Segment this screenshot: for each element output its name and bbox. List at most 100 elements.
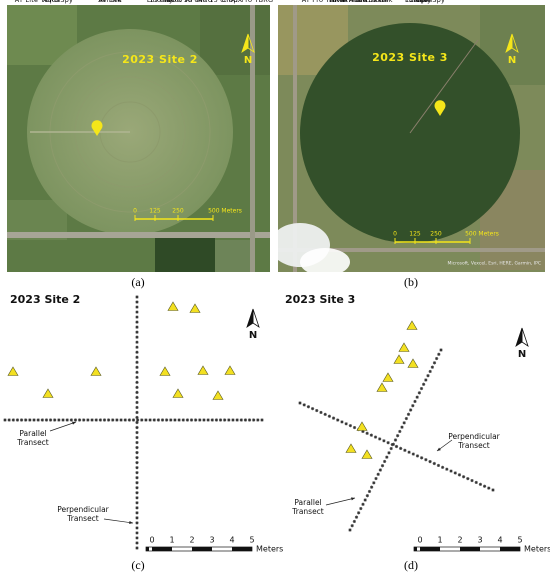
satellite-image-b	[278, 5, 545, 272]
label-line: Perpendicular	[57, 505, 109, 514]
label-line: Parallel	[294, 498, 321, 507]
north-arrow	[515, 327, 523, 347]
scale-label: 0	[149, 536, 154, 545]
label-line: MRG	[197, 0, 213, 4]
scale-label: 5	[249, 536, 254, 545]
north-arrow	[511, 33, 519, 53]
arrow	[103, 518, 134, 524]
sensor-marker	[382, 372, 394, 382]
label-line: AT Lite TBRG	[15, 0, 59, 4]
label-line: Transect	[66, 514, 99, 523]
north-label: N	[244, 55, 252, 66]
site-title: 2023 Site 2	[122, 53, 198, 66]
sensor-marker	[189, 303, 201, 313]
north-label: N	[508, 55, 516, 66]
label-line: Transect	[291, 507, 324, 516]
site-title: 2023 Site 3	[285, 293, 355, 306]
arrow	[49, 421, 77, 432]
label-line: TBRG	[163, 0, 183, 4]
sensor-marker	[197, 365, 209, 375]
sensor-marker	[345, 443, 357, 453]
label-line: Transect	[457, 441, 490, 450]
label-line: Sentek	[98, 0, 122, 4]
sensor-marker	[224, 365, 236, 375]
scale-bar-seg	[500, 547, 520, 551]
scale-bar-seg	[232, 547, 252, 551]
scale-bar-seg	[152, 547, 172, 551]
label-line: AquaSpy	[43, 0, 73, 4]
scale-bar-seg	[146, 547, 149, 551]
transect-points	[135, 295, 139, 550]
sensor-marker	[376, 382, 388, 392]
sensor-marker	[7, 366, 19, 376]
transect-points	[298, 401, 495, 492]
scale-bar-seg	[460, 547, 480, 551]
label-line: Lindsay	[405, 0, 431, 4]
sensor-marker	[393, 354, 405, 364]
sensor-marker	[406, 320, 418, 330]
scale-label: 500 Meters	[465, 231, 499, 238]
label-line: CropX	[222, 0, 243, 4]
scale-label: 2	[189, 536, 194, 545]
north-label: N	[249, 330, 257, 341]
north-arrow	[247, 33, 255, 53]
scale-bar-seg	[414, 547, 417, 551]
annotations: 2023 Site 2 N0 125 250 500 Meters(a)2023 Sit…	[3, 0, 550, 572]
scale-label: 3	[209, 536, 214, 545]
scale-label: 4	[229, 536, 234, 545]
scale-label: 4	[497, 536, 502, 545]
scale-label: 3	[477, 536, 482, 545]
scale-label: 125	[409, 231, 421, 238]
arrow	[325, 497, 356, 506]
sensor-marker	[42, 388, 54, 398]
transect-points	[3, 418, 264, 422]
sensor-marker	[159, 366, 171, 376]
scale-bar-seg	[192, 547, 212, 551]
label-line: AT Pro TBRG	[231, 0, 274, 4]
label-line: TBRG ABEN	[327, 0, 368, 4]
arrow-head	[72, 421, 76, 425]
label-line: AT Lite Sentek	[343, 0, 392, 4]
scale-label: 1	[437, 536, 442, 545]
label-line: Perpendicular	[448, 432, 500, 441]
scale-label: 125	[149, 208, 161, 215]
site-title: 2023 Site 2	[10, 293, 80, 306]
label-line: TDR 15 cm	[166, 0, 205, 4]
label-line: MRG	[329, 0, 345, 4]
scale-label: 0	[133, 208, 137, 215]
north-arrow	[521, 327, 529, 347]
scale-bar-seg	[420, 547, 440, 551]
sensor-marker	[356, 421, 368, 431]
scale-label: 250	[172, 208, 184, 215]
sensor-marker	[90, 366, 102, 376]
scale-label: 1	[169, 536, 174, 545]
north-label: N	[518, 349, 526, 360]
label-line: CropX	[409, 0, 430, 4]
sensor-marker	[212, 390, 224, 400]
sensor-marker	[407, 358, 419, 368]
label-line: 15 cm	[149, 0, 170, 4]
sensor-marker	[167, 301, 179, 311]
arrow-head	[351, 497, 355, 501]
sensor-marker	[361, 449, 373, 459]
site-title: 2023 Site 3	[372, 51, 448, 64]
scale-label: 250	[430, 231, 442, 238]
label-line: Parallel	[19, 429, 46, 438]
sensor-marker	[398, 342, 410, 352]
label-line: AquaSpy	[415, 0, 445, 4]
label-line: AT Pro TBRG	[302, 0, 345, 4]
scale-label: 2	[457, 536, 462, 545]
attribution: Microsoft, Vexcel, Esri, HERE, Garmin, I…	[448, 261, 541, 267]
panel-label: (a)	[131, 275, 144, 289]
label-line: AT Pro 15 cm	[186, 0, 231, 4]
arrow-head	[437, 447, 441, 451]
label-line: Lindsay	[147, 0, 173, 4]
scale-label: 500 Meters	[208, 208, 242, 215]
scale-label: 0	[393, 231, 397, 238]
satellite-image-a	[7, 5, 270, 272]
label-line: Transect	[16, 438, 49, 447]
location-pin	[434, 100, 446, 116]
arrow-head	[129, 520, 133, 525]
label-line: 15 cm	[405, 0, 426, 4]
scale-label: 5	[517, 536, 522, 545]
